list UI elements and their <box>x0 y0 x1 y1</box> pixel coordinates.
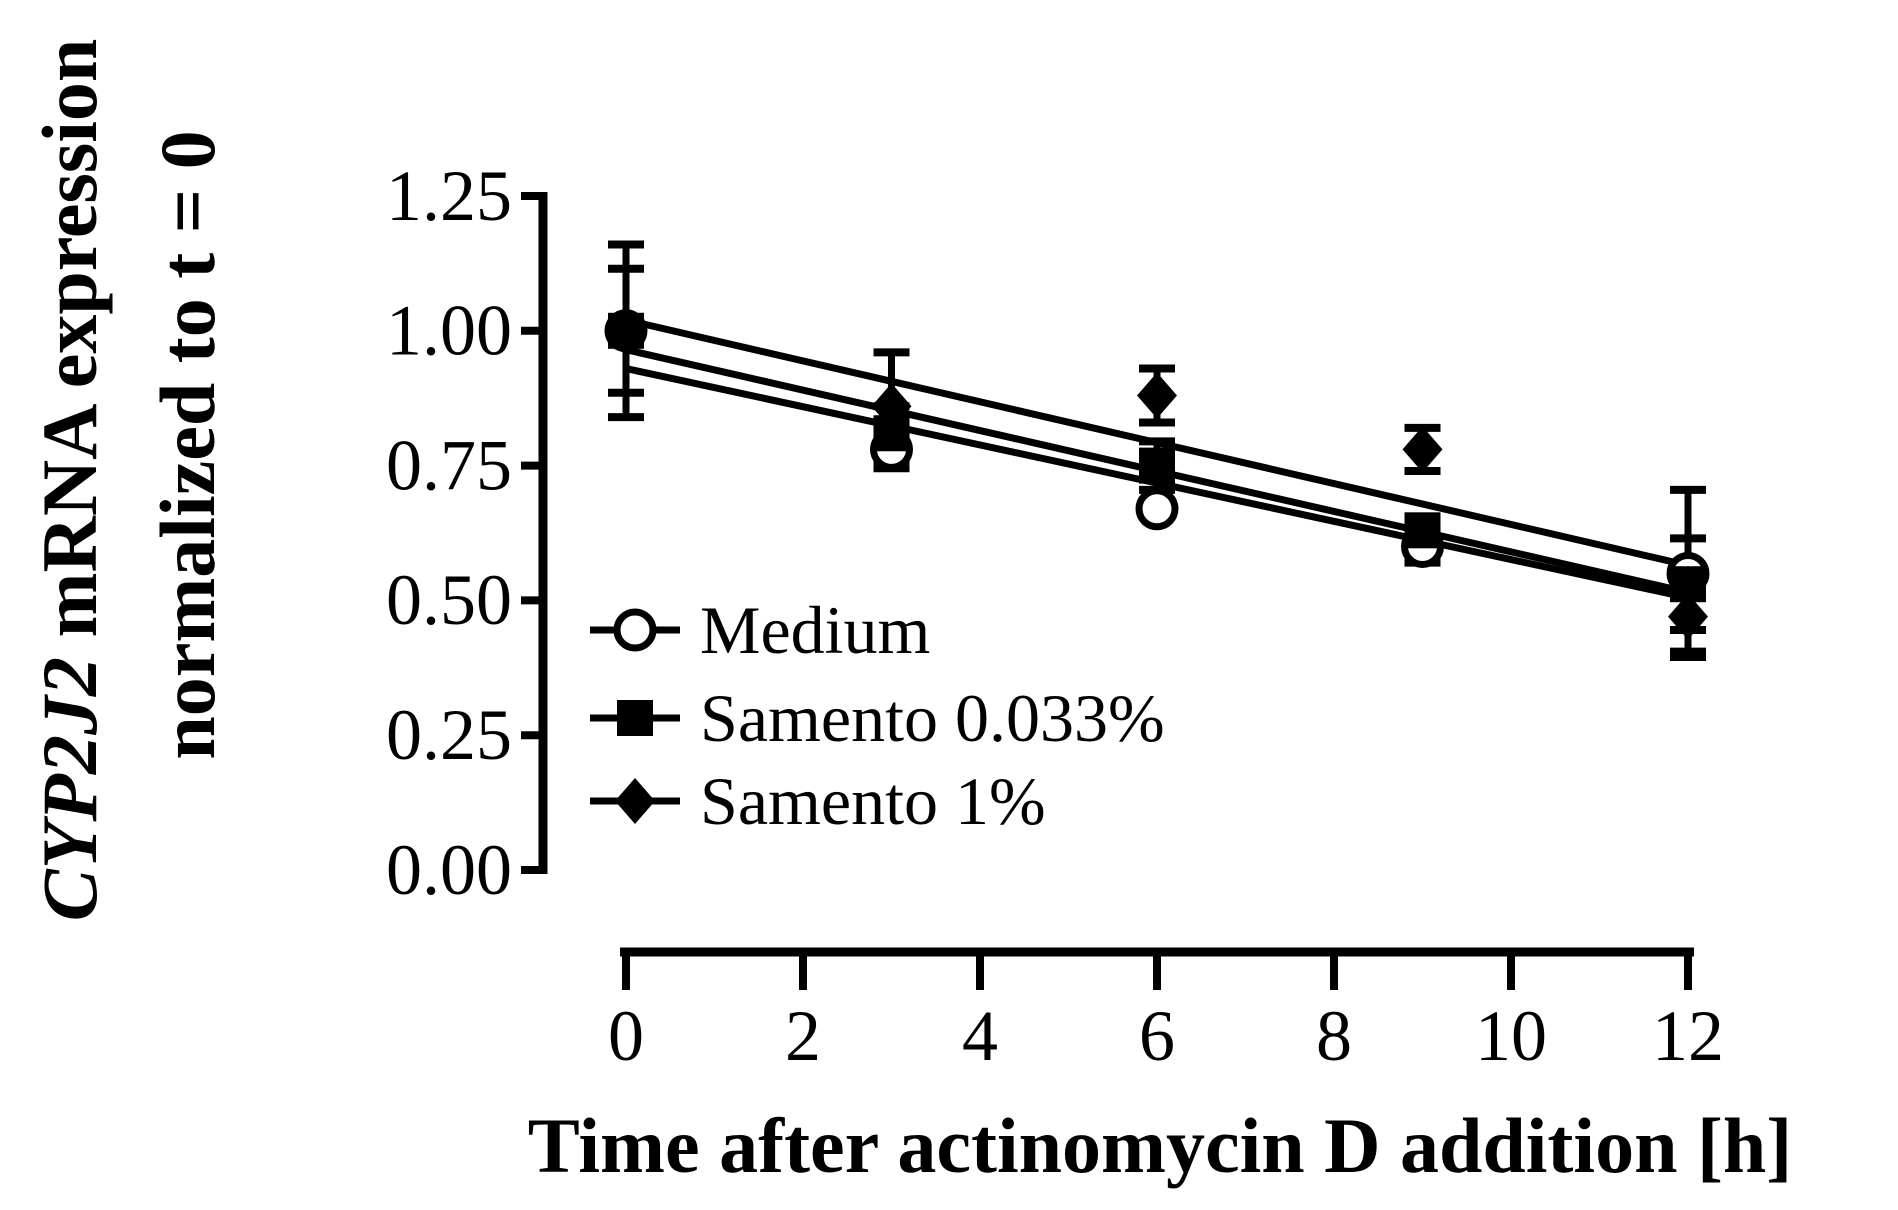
legend-item-samento-1: Samento 1% <box>588 767 1046 835</box>
marker-samento-0-033-t9 <box>1404 512 1441 549</box>
y-tick-label-0.00: 0.00 <box>386 830 512 910</box>
legend-marker-filled-diamond <box>590 778 680 824</box>
x-axis-title: Time after actinomycin D addition [h] <box>527 1102 1793 1189</box>
y-axis-title-line2: normalized to t = 0 <box>144 130 231 760</box>
x-tick-label-2: 2 <box>785 996 821 1076</box>
legend-item-samento-0033: Samento 0.033% <box>588 684 1165 752</box>
marker-medium-t6 <box>1135 487 1179 531</box>
y-tick-label-1.25: 1.25 <box>386 156 512 236</box>
y-tick-label-0.50: 0.50 <box>386 560 512 640</box>
legend-label-samento-0033: Samento 0.033% <box>700 680 1165 756</box>
legend-marker-open-circle <box>590 608 680 652</box>
x-tick-label-12: 12 <box>1652 996 1724 1076</box>
x-tick-label-10: 10 <box>1475 996 1547 1076</box>
marker-samento-1-t6 <box>1137 372 1177 419</box>
marker-samento-0-033-t0 <box>608 312 644 349</box>
legend-marker-filled-square <box>590 700 680 736</box>
marker-samento-0-033-t12 <box>1670 566 1706 603</box>
y-axis-title-line1: CYP2J2 mRNA expression <box>26 39 113 922</box>
legend-glyph-samento-1 <box>615 778 655 824</box>
x-tick-label-8: 8 <box>1316 996 1352 1076</box>
y-axis-title-gene: CYP2J2 <box>26 656 113 922</box>
legend-item-medium: Medium <box>588 596 930 664</box>
marker-samento-1-t9 <box>1402 426 1443 473</box>
marker-samento-1-t12 <box>1668 593 1708 640</box>
marker-samento-0-033-t6 <box>1139 447 1175 484</box>
x-tick-label-4: 4 <box>962 996 998 1076</box>
y-tick-label-0.75: 0.75 <box>386 425 512 505</box>
legend-glyph-samento-0-033 <box>617 700 653 736</box>
marker-samento-0-033-t3 <box>873 415 910 452</box>
y-axis-title-rest: mRNA expression <box>26 38 113 657</box>
x-tick-label-6: 6 <box>1139 996 1175 1076</box>
y-tick-label-0.25: 0.25 <box>386 695 512 775</box>
x-tick-label-0: 0 <box>608 996 644 1076</box>
legend-label-medium: Medium <box>700 592 931 668</box>
legend-label-samento-1: Samento 1% <box>700 763 1046 839</box>
legend-glyph-medium <box>613 608 657 652</box>
y-tick-label-1.00: 1.00 <box>386 291 512 371</box>
